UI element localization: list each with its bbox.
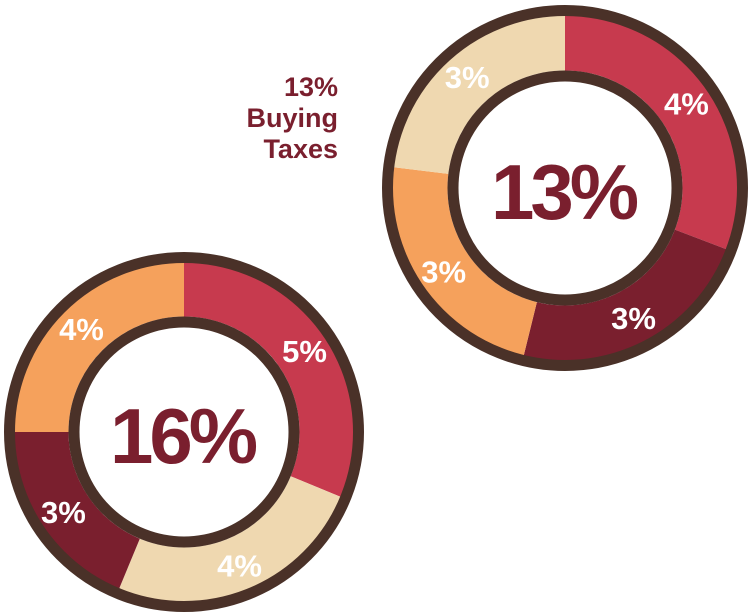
donut-top-slice-4: [388, 10, 565, 174]
donut-bottom-slice-label-4: 4%: [59, 312, 104, 347]
donut-bottom-slice-4: [9, 257, 184, 432]
donut-bottom-slice-label-2: 4%: [217, 548, 262, 583]
donut-bottom-slice-3: [9, 432, 140, 594]
donut-top-slice-2: [522, 229, 731, 366]
donut-bottom-outer-ring: [4, 252, 364, 612]
donut-top-inner-ring: [447, 70, 683, 306]
donut-bottom-slice-label-3: 3%: [41, 495, 86, 530]
donut-chart-top: 4% 3% 3% 3% 13%: [382, 5, 748, 371]
donut-bottom-slice-label-1: 5%: [282, 334, 327, 369]
donut-chart-bottom: 5% 4% 3% 4% 16%: [4, 252, 364, 612]
donut-top-outer-ring: [382, 5, 748, 371]
donut-top-slice-label-4: 3%: [445, 60, 490, 95]
donut-top-slice-label-3: 3%: [421, 254, 466, 289]
caption-line-1: 13%: [283, 72, 338, 102]
donut-top-slice-label-2: 3%: [611, 301, 656, 336]
donut-bottom-center-label: 16%: [110, 392, 257, 480]
donut-bottom-inner-ring: [68, 316, 300, 548]
caption-line-3: Taxes: [263, 134, 338, 164]
donut-top-center-label: 13%: [491, 148, 638, 236]
caption-line-2: Buying: [246, 103, 339, 133]
donut-bottom-slice-2: [117, 476, 346, 607]
donut-caption: 13% Buying Taxes: [180, 72, 339, 165]
donut-top-slice-label-1: 4%: [664, 87, 709, 122]
donut-top-slice-3: [387, 166, 537, 361]
